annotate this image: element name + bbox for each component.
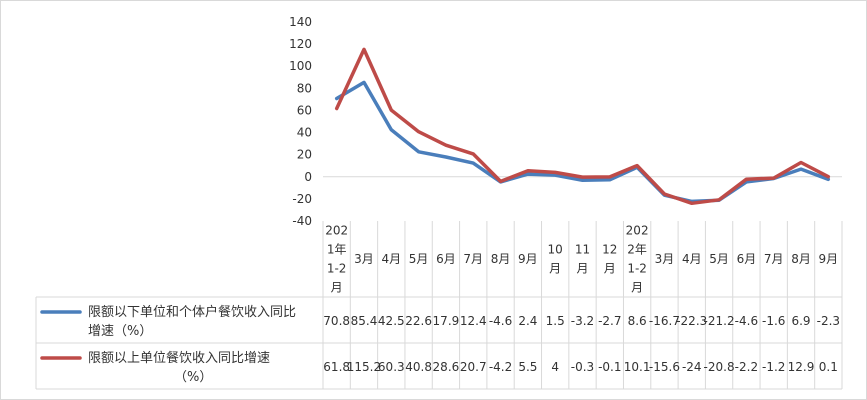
table-value-cell: -15.6 <box>649 360 680 374</box>
x-category-label: 11 月 <box>575 243 590 276</box>
table-value-cell: 0.1 <box>819 360 838 374</box>
x-category-label: 12 月 <box>602 243 617 276</box>
table-value-cell: 17.9 <box>433 314 460 328</box>
table-value-cell: -2.2 <box>735 360 758 374</box>
table-value-cell: 5.5 <box>518 360 537 374</box>
table-value-cell: 20.7 <box>460 360 487 374</box>
table-value-cell: -1.6 <box>762 314 785 328</box>
table-value-cell: 10.1 <box>624 360 651 374</box>
series-line-1 <box>334 80 831 204</box>
y-tick-label: 20 <box>297 148 312 162</box>
x-category-label: 6月 <box>737 252 757 266</box>
table-value-cell: -20.8 <box>704 360 735 374</box>
x-category-label: 3月 <box>354 252 374 266</box>
y-tick-label: -40 <box>292 214 312 228</box>
legend-label-2: 限额以上单位餐饮收入同比增速（%） <box>88 350 270 385</box>
table-value-cell: -0.3 <box>571 360 594 374</box>
table-value-cell: 115.2 <box>347 360 381 374</box>
y-tick-label: 0 <box>304 170 312 184</box>
x-category-label: 5月 <box>709 252 729 266</box>
x-category-label: 8月 <box>491 252 511 266</box>
y-tick-label: 100 <box>289 59 312 73</box>
table-value-cell: -2.3 <box>817 314 840 328</box>
table-value-cell: 85.4 <box>351 314 378 328</box>
table-value-cell: 8.6 <box>628 314 647 328</box>
table-value-cell: 42.5 <box>378 314 405 328</box>
table-value-cell: 2.4 <box>518 314 537 328</box>
x-category-label: 5月 <box>409 252 429 266</box>
table-value-cell: 28.6 <box>433 360 460 374</box>
table-value-cell: 70.8 <box>323 314 350 328</box>
x-category-label: 3月 <box>655 252 675 266</box>
table-value-cell: -4.2 <box>489 360 512 374</box>
x-category-label: 9月 <box>518 252 538 266</box>
table-value-cell: 1.5 <box>546 314 565 328</box>
y-tick-label: 60 <box>297 103 312 117</box>
table-value-cell: 12.4 <box>460 314 487 328</box>
table-value-cell: 22.6 <box>405 314 432 328</box>
x-category-label: 4月 <box>682 252 702 266</box>
table-value-cell: -16.7 <box>649 314 680 328</box>
table-value-cell: -4.6 <box>489 314 512 328</box>
table-value-cell: 60.3 <box>378 360 405 374</box>
table-value-cell: -1.2 <box>762 360 785 374</box>
table-value-cell: -4.6 <box>735 314 758 328</box>
table-value-cell: 4 <box>551 360 559 374</box>
table-value-cell: 6.9 <box>791 314 810 328</box>
table-value-cell: 40.8 <box>405 360 432 374</box>
x-category-label: 10 月 <box>548 243 563 276</box>
table-value-cell: -0.1 <box>598 360 621 374</box>
table-value-cell: -24 <box>682 360 702 374</box>
table-value-cell: -3.2 <box>571 314 594 328</box>
x-category-label: 6月 <box>436 252 456 266</box>
table-value-cell: -21.2 <box>704 314 735 328</box>
table-value-cell: 12.9 <box>788 360 815 374</box>
y-tick-label: 120 <box>289 37 312 51</box>
legend-label-1: 限额以下单位和个体户餐饮收入同比增速（%） <box>88 304 296 339</box>
x-category-label: 202 2年 1-2 月 <box>626 224 649 295</box>
table-value-cell: -22.3 <box>676 314 707 328</box>
y-tick-label: -20 <box>292 192 312 206</box>
y-tick-label: 140 <box>289 15 312 29</box>
y-tick-label: 80 <box>297 81 312 95</box>
table-value-cell: 61.8 <box>323 360 350 374</box>
x-category-label: 7月 <box>764 252 784 266</box>
y-tick-label: 40 <box>297 126 312 140</box>
x-category-label: 202 1年 1-2 月 <box>325 224 348 295</box>
x-category-label: 4月 <box>381 252 401 266</box>
x-category-label: 9月 <box>819 252 839 266</box>
x-category-label: 7月 <box>463 252 483 266</box>
table-value-cell: -2.7 <box>598 314 621 328</box>
x-category-label: 8月 <box>791 252 811 266</box>
